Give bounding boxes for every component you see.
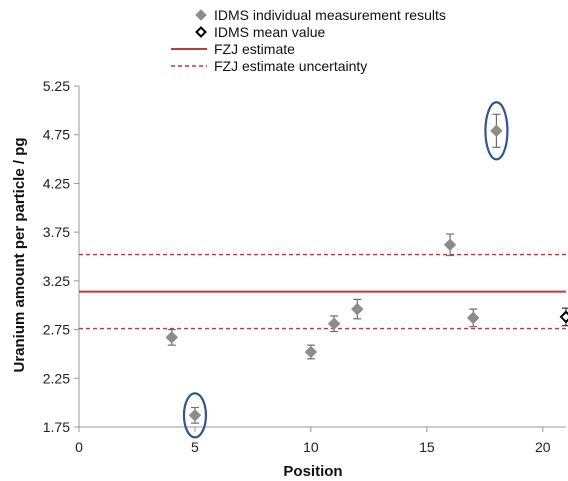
x-tick-label: 10 xyxy=(303,439,319,455)
reference-lines xyxy=(79,253,566,330)
data-series xyxy=(165,113,568,424)
legend-marker-diamond xyxy=(195,9,207,21)
highlight-oval xyxy=(182,392,208,439)
y-tick-label: 4.25 xyxy=(43,175,70,191)
legend-label: FZJ estimate uncertainty xyxy=(214,58,367,74)
legend-item: FZJ estimate xyxy=(171,41,295,57)
x-tick-label: 15 xyxy=(419,439,435,455)
x-tick-label: 0 xyxy=(75,439,83,455)
y-tick-label: 3.25 xyxy=(43,273,70,289)
legend-label: IDMS mean value xyxy=(214,24,325,40)
x-tick-label: 20 xyxy=(535,439,551,455)
measurement-point xyxy=(443,238,457,252)
highlight-oval xyxy=(484,101,509,161)
y-tick-label: 3.75 xyxy=(43,224,70,240)
measurement-point xyxy=(327,317,341,330)
x-tick-label: 5 xyxy=(191,439,199,455)
mean-value-point xyxy=(559,310,568,324)
y-tick-label: 2.25 xyxy=(43,370,70,386)
chart-legend: IDMS individual measurement resultsIDMS … xyxy=(171,7,446,74)
y-axis: 1.75 2.25 2.75 3.25 3.75 4.25 4.75 5.25 xyxy=(43,78,80,435)
legend-item: FZJ estimate uncertainty xyxy=(171,58,367,74)
measurement-point xyxy=(188,409,202,422)
measurement-point xyxy=(304,345,318,359)
highlight-ovals xyxy=(182,101,509,439)
y-axis-title: Uranium amount per particle / pg xyxy=(11,137,28,372)
measurement-point xyxy=(467,311,480,325)
x-axis-title: Position xyxy=(283,463,342,480)
measurement-point xyxy=(165,331,178,344)
y-tick-label: 5.25 xyxy=(43,78,70,94)
x-axis: 0 5 10 15 20 xyxy=(75,426,566,455)
legend-item: IDMS individual measurement results xyxy=(195,7,446,23)
measurement-point xyxy=(351,302,364,316)
legend-item: IDMS mean value xyxy=(195,24,325,40)
measurement-point xyxy=(490,124,503,138)
legend-label: IDMS individual measurement results xyxy=(214,7,446,23)
y-tick-label: 2.75 xyxy=(43,322,70,338)
legend-marker-open-diamond xyxy=(195,26,207,38)
y-tick-label: 1.75 xyxy=(43,419,70,435)
y-tick-label: 4.75 xyxy=(43,127,70,143)
legend-label: FZJ estimate xyxy=(214,41,295,57)
